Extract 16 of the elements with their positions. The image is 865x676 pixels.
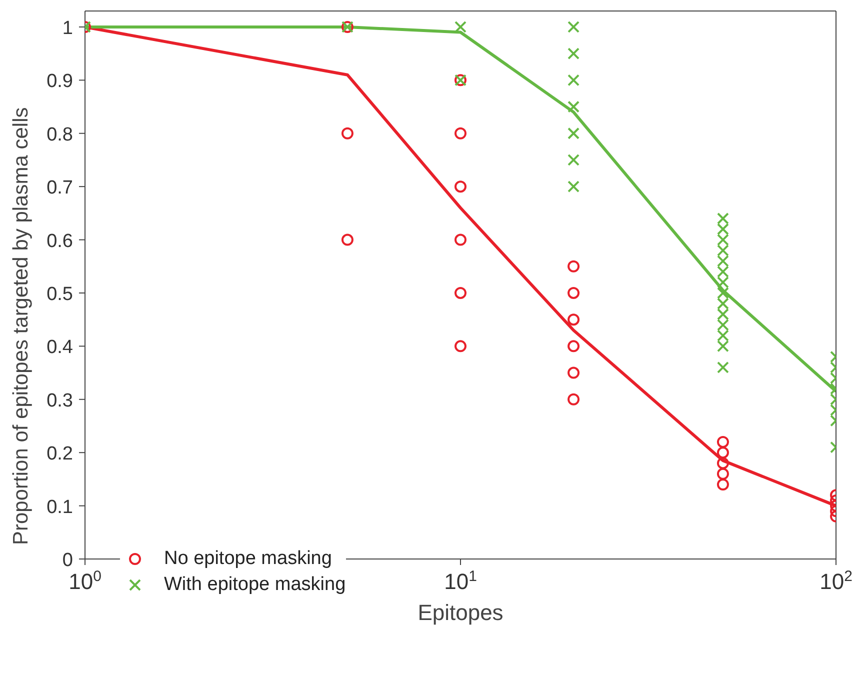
y-tick-label: 0.9 — [46, 71, 73, 92]
y-tick-label: 0.6 — [46, 230, 73, 252]
legend-label: No epitope masking — [164, 548, 332, 570]
y-tick-label: 0.2 — [46, 444, 73, 465]
y-tick-label: 0.8 — [46, 124, 73, 146]
legend-label: With epitope masking — [164, 574, 346, 596]
y-tick-label: 0.4 — [46, 337, 74, 358]
y-tick-label: 0.3 — [46, 390, 73, 412]
y-tick-label: 0.5 — [46, 284, 73, 305]
y-tick-label: 1 — [62, 18, 73, 39]
y-tick-label: 0.1 — [46, 496, 73, 518]
x-axis-title: Epitopes — [418, 600, 504, 625]
x-tick-label: 10$^{2}$ — [820, 568, 852, 594]
y-axis-title: Proportion of epitopes targeted by plasma cells — [9, 107, 32, 545]
y-tick-label: 0.7 — [46, 178, 73, 199]
x-tick-label: 10$^{1}$ — [444, 568, 477, 594]
